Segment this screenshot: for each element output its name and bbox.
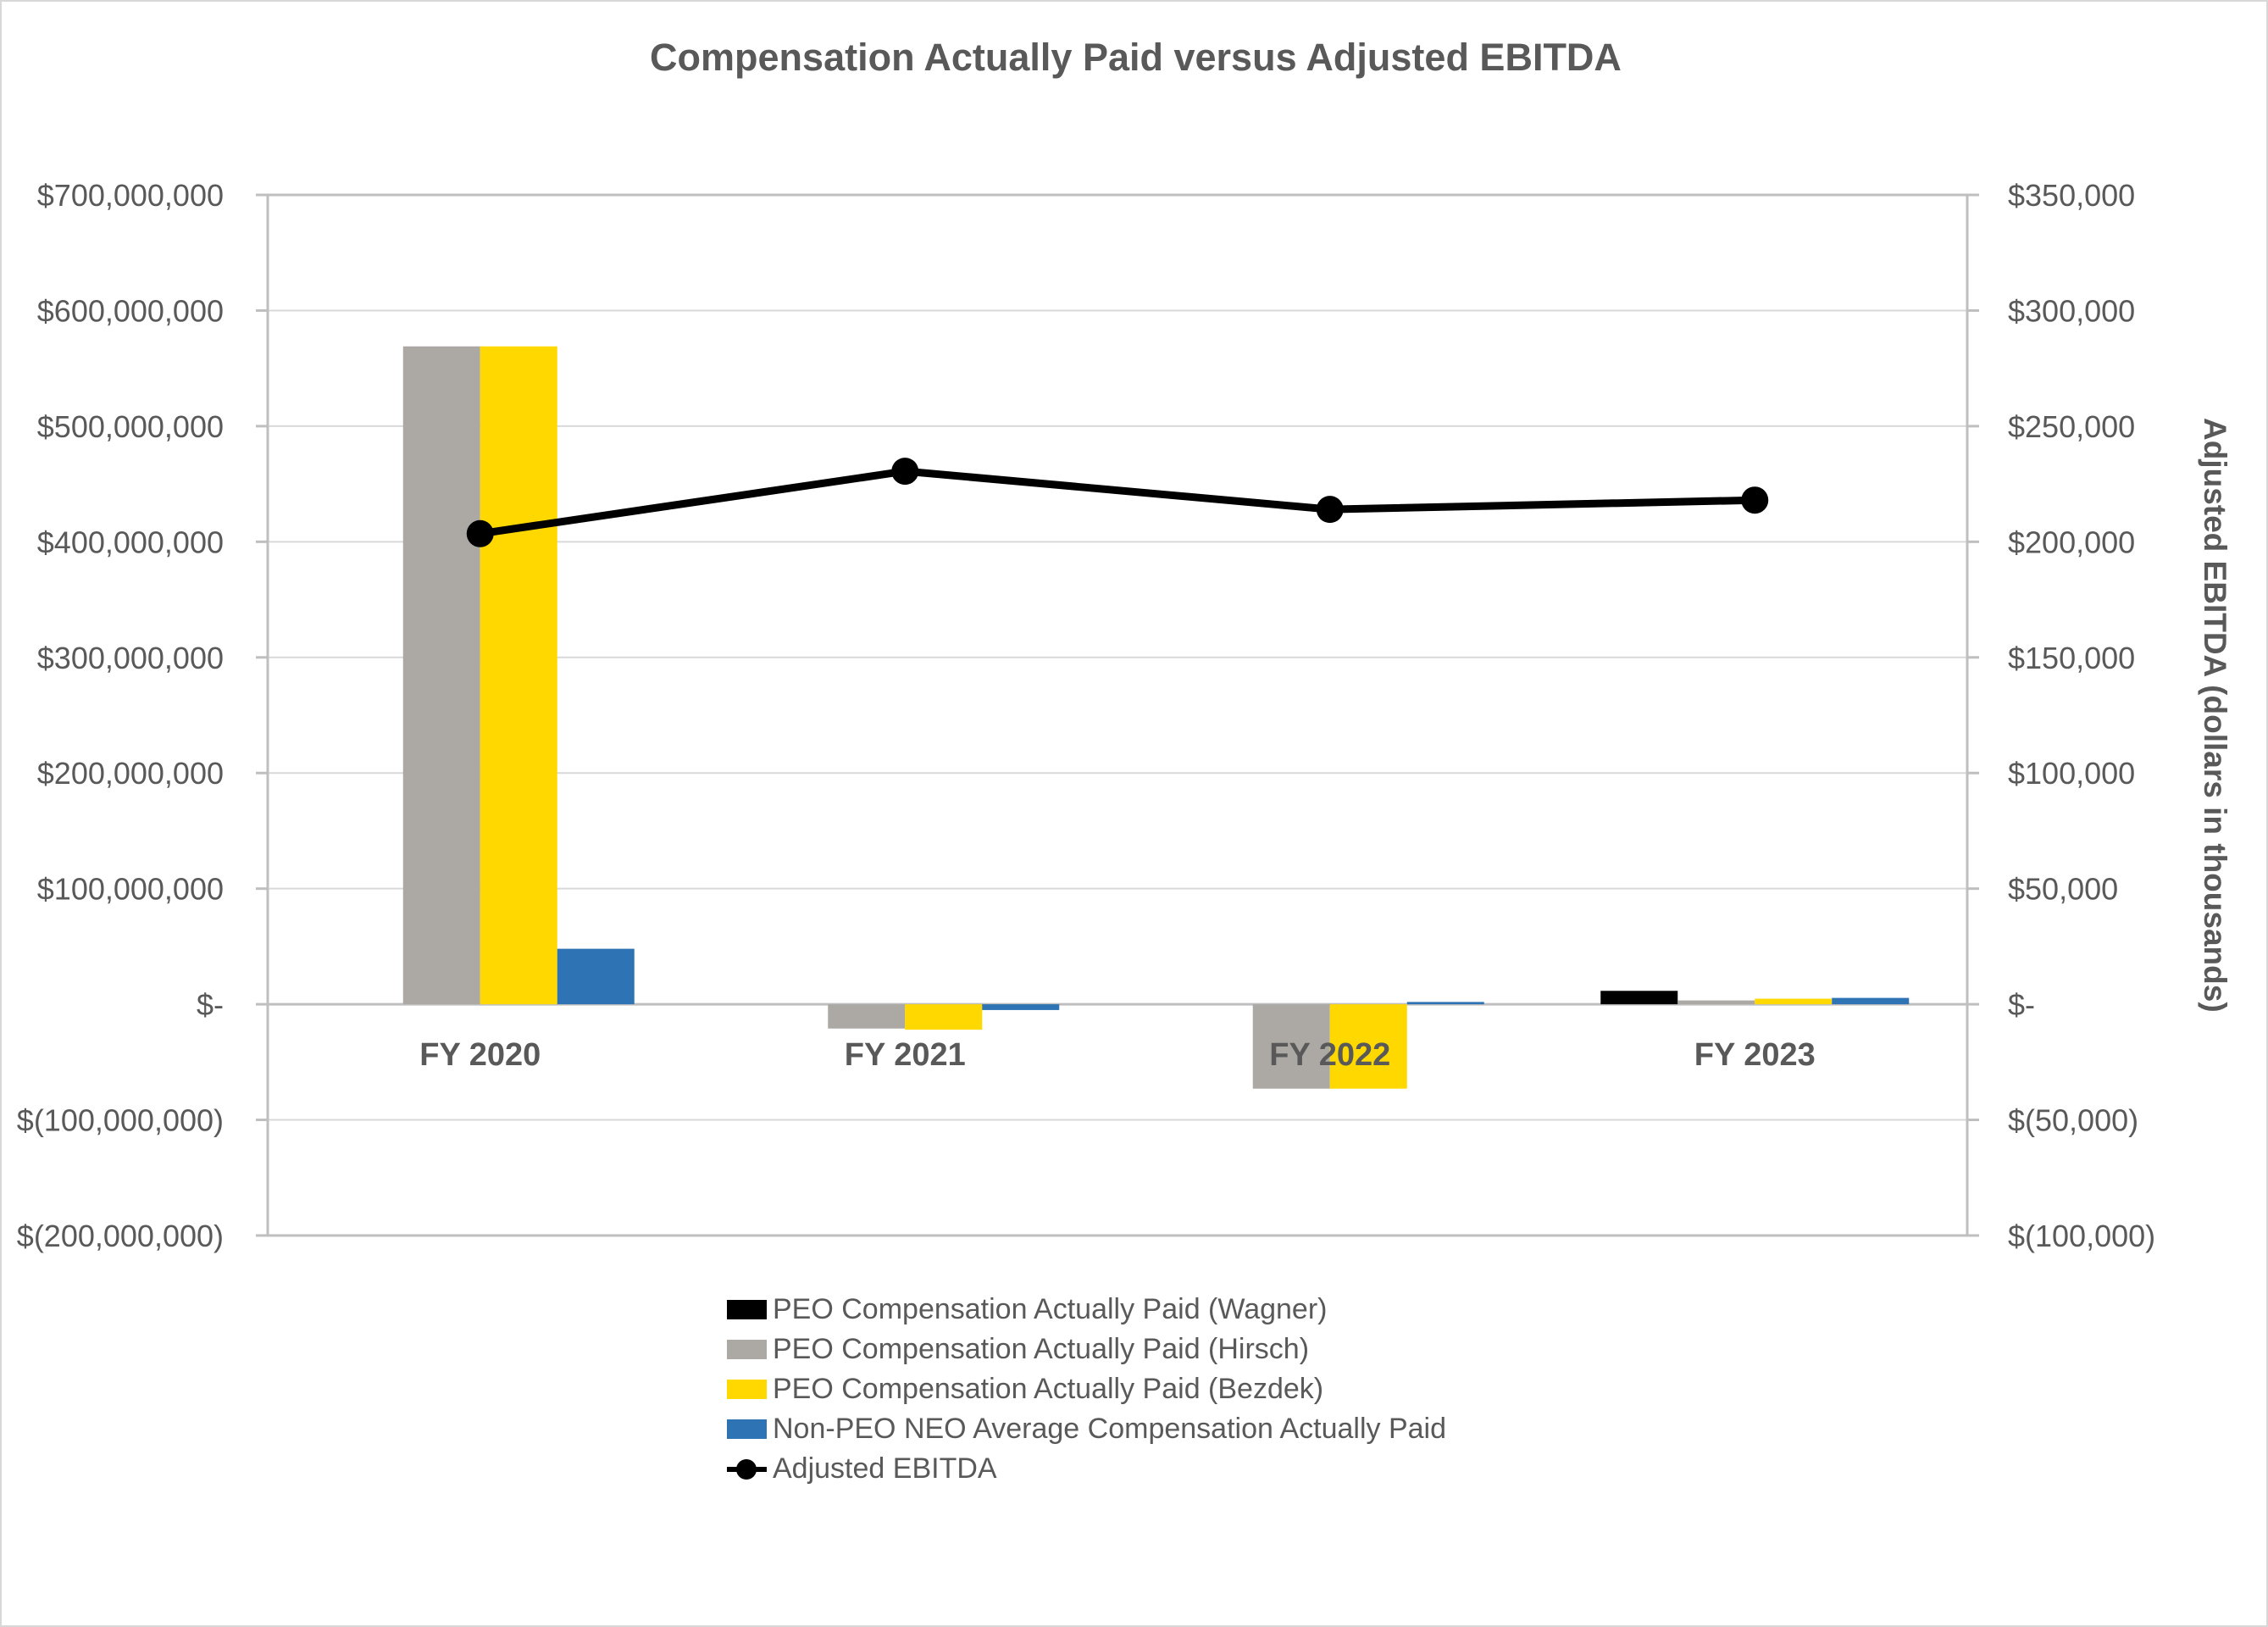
legend-color-swatch xyxy=(727,1380,767,1399)
legend-item-adjusted-ebitda: Adjusted EBITDA xyxy=(727,1449,1446,1489)
x-axis-label-fy-2023: FY 2023 xyxy=(1694,1037,1816,1073)
legend-color-swatch xyxy=(727,1419,767,1439)
right-axis-tick-label: $350,000 xyxy=(2008,178,2135,213)
right-axis-tick-label: $(100,000) xyxy=(2008,1219,2155,1253)
right-axis-title: Adjusted EBITDA (dollars in thousands) xyxy=(2198,418,2232,1013)
bar-bezdek-fy-2021 xyxy=(905,1004,983,1030)
chart-legend: PEO Compensation Actually Paid (Wagner) P… xyxy=(727,1290,1446,1489)
line-point-adjusted-ebitda-fy-2021 xyxy=(891,458,919,486)
bar-non-peo-neo-average-compensation-actually-paid-fy-2022 xyxy=(1406,1002,1484,1005)
line-point-adjusted-ebitda-fy-2023 xyxy=(1741,486,1769,514)
left-axis-tick-label: $700,000,000 xyxy=(37,178,224,213)
bar-hirsch-fy-2022 xyxy=(1252,1004,1330,1089)
x-axis-label-fy-2022: FY 2022 xyxy=(1269,1037,1390,1073)
right-axis-tick-label: $100,000 xyxy=(2008,756,2135,791)
legend-label: PEO Compensation Actually Paid (Wagner) xyxy=(773,1293,1328,1325)
right-axis-tick-label: $250,000 xyxy=(2008,409,2135,444)
right-axis-tick-label: $300,000 xyxy=(2008,293,2135,328)
bar-hirsch-fy-2023 xyxy=(1677,1000,1755,1005)
x-axis-label-fy-2020: FY 2020 xyxy=(419,1037,541,1073)
left-axis-tick-label: $600,000,000 xyxy=(37,293,224,328)
legend-label: Non-PEO NEO Average Compensation Actuall… xyxy=(773,1413,1447,1445)
plot-border xyxy=(266,193,1969,1237)
bar-non-peo-neo-average-compensation-actually-paid-fy-2020 xyxy=(557,948,635,1005)
left-axis-tick-label: $100,000,000 xyxy=(37,872,224,907)
bar-hirsch-fy-2020 xyxy=(402,346,480,1005)
chart-title: Compensation Actually Paid versus Adjust… xyxy=(650,36,1622,79)
left-axis-tick-label: $500,000,000 xyxy=(37,409,224,444)
bar-hirsch-fy-2021 xyxy=(828,1004,906,1029)
right-axis-tick-label: $150,000 xyxy=(2008,641,2135,675)
bar-non-peo-neo-average-compensation-actually-paid-fy-2023 xyxy=(1832,997,1910,1005)
right-axis-tick-label: $(50,000) xyxy=(2008,1103,2138,1138)
left-axis-tick-label: $300,000,000 xyxy=(37,641,224,675)
left-axis-tick-label: $(100,000,000) xyxy=(17,1103,224,1138)
legend-label: PEO Compensation Actually Paid (Bezdek) xyxy=(773,1373,1324,1405)
left-axis-tick-label: $200,000,000 xyxy=(37,756,224,791)
right-axis-tick-label: $200,000 xyxy=(2008,525,2135,559)
line-adjusted-ebitda xyxy=(476,467,1759,538)
line-point-adjusted-ebitda-fy-2020 xyxy=(466,519,494,547)
left-axis-tick-label: $(200,000,000) xyxy=(17,1219,224,1253)
legend-color-swatch xyxy=(727,1340,767,1359)
legend-color-swatch xyxy=(727,1300,767,1319)
right-axis-tick-label: $50,000 xyxy=(2008,872,2118,907)
bar-bezdek-fy-2022 xyxy=(1329,1004,1407,1089)
legend-line-marker-swatch xyxy=(727,1459,767,1480)
right-axis-tick-label: $- xyxy=(2008,987,2035,1022)
left-axis-tick-label: $400,000,000 xyxy=(37,525,224,559)
legend-item-peo-compensation-actually-paid-bezdek: PEO Compensation Actually Paid (Bezdek) xyxy=(727,1369,1446,1409)
legend-item-peo-compensation-actually-paid-wagner: PEO Compensation Actually Paid (Wagner) xyxy=(727,1290,1446,1330)
x-axis-label-fy-2021: FY 2021 xyxy=(845,1037,966,1073)
bar-wagner-fy-2023 xyxy=(1600,991,1678,1005)
bar-non-peo-neo-average-compensation-actually-paid-fy-2021 xyxy=(982,1004,1060,1010)
legend-label: PEO Compensation Actually Paid (Hirsch) xyxy=(773,1333,1310,1365)
line-point-adjusted-ebitda-fy-2022 xyxy=(1316,496,1344,524)
legend-label: Adjusted EBITDA xyxy=(773,1452,997,1485)
legend-item-non-peo-neo-average-compensation-actually-paid: Non-PEO NEO Average Compensation Actuall… xyxy=(727,1409,1446,1449)
bar-bezdek-fy-2020 xyxy=(480,346,557,1005)
legend-item-peo-compensation-actually-paid-hirsch: PEO Compensation Actually Paid (Hirsch) xyxy=(727,1330,1446,1369)
bar-bezdek-fy-2023 xyxy=(1755,998,1833,1005)
left-axis-tick-label: $- xyxy=(197,987,224,1022)
